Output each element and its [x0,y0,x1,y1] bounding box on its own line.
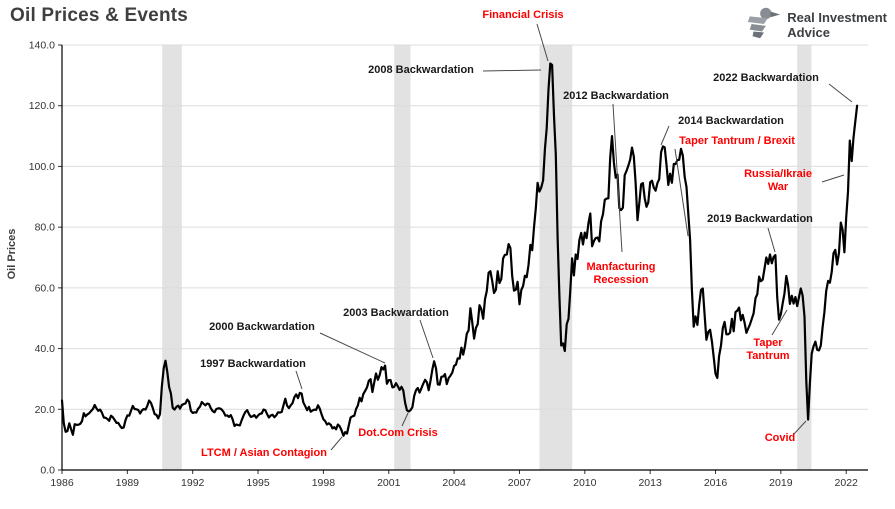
y-tick-label: 20.0 [35,404,56,416]
page-title: Oil Prices & Events [10,5,189,26]
backwardation-2008-label: 2008 Backwardation [368,64,474,76]
x-tick-label: 2004 [442,477,466,489]
x-tick-label: 2001 [377,477,401,489]
x-tick-label: 1998 [312,477,336,489]
backwardation-2019-label: 2019 Backwardation [707,213,813,225]
y-tick-label: 60.0 [35,282,56,294]
x-tick-label: 1986 [50,477,74,489]
oil-price-line [60,62,859,437]
covid-label: Covid [764,432,796,444]
ria-logo-text-line1: Real Investment [787,9,887,25]
y-tick-label: 0.0 [40,465,55,477]
x-tick-label: 2022 [835,477,859,489]
russia-ukraine-war-leader-line [821,174,845,183]
backwardation-2000-leader-line [319,332,386,364]
taper-tantrum-brexit-leader-line [674,148,689,237]
y-tick-label: 120.0 [29,100,55,112]
backwardation-2003-label: 2003 Backwardation [343,307,449,319]
backwardation-2012-label: 2012 Backwardation [563,90,669,102]
ria-logo-text: Real Investment Advice [787,9,887,40]
backwardation-2019-leader-line [767,227,776,253]
y-tick-label: 40.0 [35,343,56,355]
x-tick-label: 1992 [181,477,205,489]
recession-band [539,45,573,470]
taper-tantrum-leader-line [771,309,788,336]
x-tick-label: 2010 [573,477,597,489]
backwardation-2000-label: 2000 Backwardation [209,321,315,333]
backwardation-1997-label: 1997 Backwardation [200,358,306,370]
x-tick-label: 1995 [246,477,270,489]
backwardation-2014-leader-line [660,125,670,146]
taper-tantrum-brexit-label: Taper Tantrum / Brexit [679,135,795,147]
backwardation-2022-leader-line [828,83,853,103]
x-tick-label: 2016 [704,477,728,489]
x-tick-label: 2019 [769,477,793,489]
covid-leader-line [793,420,807,435]
taper-tantrum-label: Taper Tantrum [746,337,790,363]
dotcom-crisis-label: Dot.Com Crisis [358,427,438,439]
russia-ukraine-war-label: Russia/Ikraie War [744,168,812,194]
x-tick-label: 2013 [638,477,662,489]
ltcm-asian-contagion-label: LTCM / Asian Contagion [201,447,327,459]
eagle-icon [744,4,782,47]
x-tick-label: 1989 [116,477,140,489]
financial-crisis-leader-line [536,23,549,62]
x-tick-label: 2007 [508,477,532,489]
ria-logo: Real Investment Advice [744,4,887,47]
backwardation-2022-label: 2022 Backwardation [713,72,819,84]
ltcm-asian-contagion-leader-line [330,436,343,451]
backwardation-1997-leader-line [295,370,303,390]
financial-crisis-label: Financial Crisis [482,9,564,21]
y-tick-label: 80.0 [35,222,56,234]
backwardation-2008-leader-line [482,69,542,72]
backwardation-2012-leader-line [612,103,623,253]
manufacturing-recession-label: Manfacturing Recession [586,261,656,287]
backwardation-2014-label: 2014 Backwardation [678,115,784,127]
y-tick-label: 100.0 [29,161,55,173]
recession-band [797,45,812,470]
y-tick-label: 140.0 [29,40,55,52]
dotcom-crisis-leader-line [401,412,409,427]
ria-logo-text-line2: Advice [787,24,830,40]
backwardation-2003-leader-line [419,319,434,359]
recession-band [394,45,411,470]
